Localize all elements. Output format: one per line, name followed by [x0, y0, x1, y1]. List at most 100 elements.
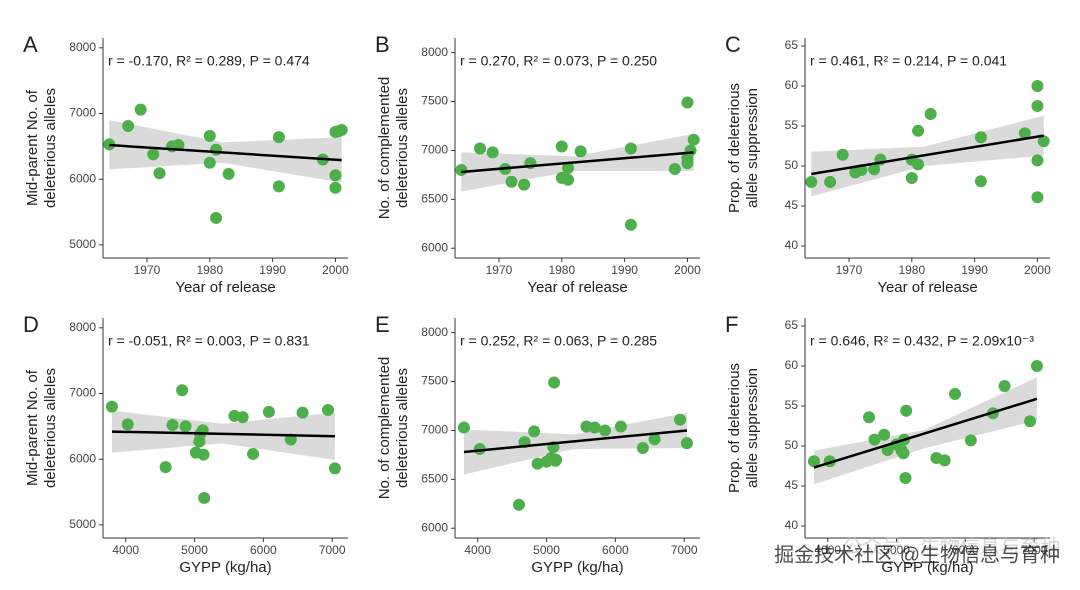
y-tick-label: 7000	[69, 386, 96, 400]
point	[868, 433, 881, 446]
fit-line	[463, 429, 688, 454]
point	[328, 462, 341, 475]
x-tick-label: 2000	[1024, 263, 1051, 277]
fit-line	[461, 151, 694, 174]
y-axis-label: Prop. of deleterious	[726, 363, 743, 493]
y-axis-label: Mid-parent No. of	[24, 89, 41, 206]
annotation: r = 0.252, R² = 0.063, P = 0.285	[460, 333, 657, 349]
point	[1031, 80, 1044, 92]
point	[1031, 100, 1044, 112]
y-tick-label: 6000	[421, 520, 448, 534]
x-tick-label: 1970	[836, 263, 863, 277]
point	[912, 158, 925, 171]
y-tick-label: 55	[785, 118, 799, 132]
x-tick-label: 1970	[134, 263, 161, 277]
y-axis-label: allele suppression	[744, 368, 761, 488]
point	[172, 139, 185, 152]
x-tick-label: 5000	[181, 543, 208, 557]
panel: 40 45 50 55 60 65 1970 1980 1990 2000 Year of rele…	[725, 32, 1051, 296]
annotation: r = -0.051, R² = 0.003, P = 0.831	[108, 333, 310, 349]
point	[247, 447, 260, 460]
point	[1024, 415, 1037, 428]
panel-label: D	[23, 312, 39, 337]
x-tick-label: 4000	[464, 543, 491, 557]
point	[198, 491, 211, 504]
x-tick-label: 1990	[259, 263, 286, 277]
x-tick-label: 1980	[548, 263, 575, 277]
point	[179, 420, 192, 433]
point	[588, 421, 601, 434]
point	[176, 384, 189, 397]
y-axis-label: No. of complemented	[376, 77, 393, 220]
y-axis-label: allele suppression	[744, 88, 761, 208]
point	[296, 406, 309, 419]
point	[949, 388, 962, 400]
fit-line	[111, 430, 335, 438]
point	[518, 178, 531, 191]
x-tick-label: 7000	[1021, 543, 1048, 557]
y-tick-label: 6500	[421, 192, 448, 206]
panel-label: A	[23, 32, 38, 57]
point	[924, 108, 937, 120]
confidence-band	[463, 412, 687, 475]
point	[681, 96, 694, 109]
y-axis-label: deleterious alleles	[42, 88, 59, 208]
point	[121, 418, 134, 431]
point	[574, 145, 587, 158]
x-tick-label: 5000	[883, 543, 910, 557]
panel: 5000 6000 7000 8000 4000 5000 6000 7000 GYPP (kg…	[23, 312, 348, 576]
x-tick-label: 4000	[814, 543, 841, 557]
point	[562, 173, 575, 186]
y-tick-label: 7000	[421, 423, 448, 437]
panel: 6000 6500 7000 7500 8000 1970 1980 1990 2000 Year…	[375, 32, 701, 296]
point	[868, 163, 881, 176]
y-tick-label: 8000	[421, 45, 448, 59]
y-tick-label: 60	[785, 358, 799, 372]
y-tick-label: 5000	[69, 517, 96, 531]
point	[486, 146, 499, 159]
fit-line	[813, 397, 1038, 469]
point	[262, 405, 275, 418]
fit-line	[109, 143, 342, 162]
point	[329, 181, 342, 194]
point	[272, 131, 285, 144]
point	[474, 142, 487, 155]
y-axis-label: Prop. of deleterious	[726, 83, 743, 213]
x-axis-label: GYPP (kg/ha)	[179, 559, 271, 576]
y-tick-label: 60	[785, 78, 799, 92]
point	[599, 424, 612, 437]
point	[614, 420, 627, 433]
panel: 40 45 50 55 60 65 4000 5000 6000 7000 GYPP (kg/ha)…	[725, 312, 1050, 576]
x-tick-label: 1970	[486, 263, 513, 277]
point	[203, 129, 216, 142]
panel-label: B	[375, 32, 390, 57]
y-tick-label: 6000	[69, 171, 96, 185]
x-tick-label: 1980	[898, 263, 925, 277]
point	[548, 376, 561, 389]
y-tick-label: 6000	[421, 240, 448, 254]
point	[624, 142, 637, 155]
y-axis-label: No. of complemented	[376, 357, 393, 500]
y-tick-label: 65	[785, 38, 799, 52]
point	[222, 167, 235, 180]
panel: 6000 6500 7000 7500 8000 4000 5000 6000 7000 GYPP…	[375, 312, 700, 576]
x-tick-label: 5000	[533, 543, 560, 557]
point	[455, 164, 468, 176]
x-tick-label: 6000	[250, 543, 277, 557]
x-tick-label: 2000	[674, 263, 701, 277]
point	[555, 140, 568, 153]
point	[153, 167, 166, 180]
x-axis-label: Year of release	[175, 279, 275, 296]
point	[103, 138, 116, 151]
point	[322, 403, 335, 416]
point	[1030, 360, 1043, 372]
panel-label: F	[725, 312, 738, 337]
y-tick-label: 40	[785, 238, 799, 252]
y-tick-label: 8000	[421, 325, 448, 339]
point	[531, 457, 544, 470]
point	[900, 404, 913, 417]
point	[513, 498, 526, 511]
confidence-band	[813, 377, 1037, 485]
point	[624, 218, 637, 231]
